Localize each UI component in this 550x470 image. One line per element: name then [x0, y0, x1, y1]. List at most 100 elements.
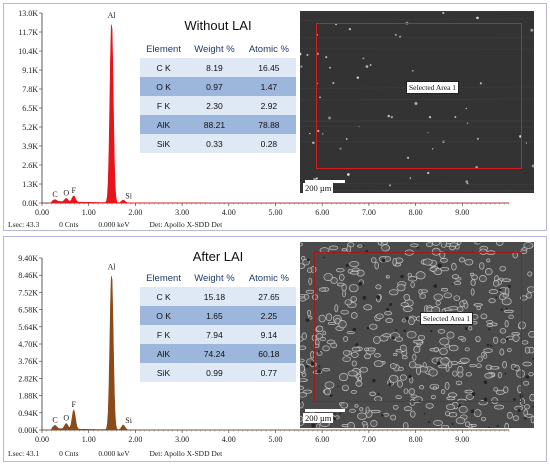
sem-particle — [394, 33, 397, 36]
status-kev: 0.000 keV — [98, 220, 130, 229]
sem-grain — [359, 407, 364, 412]
sem-grain — [453, 281, 462, 286]
sem-texture — [300, 11, 534, 192]
sem-pit — [488, 328, 491, 331]
sem-particle — [345, 138, 348, 140]
table-row: AlK 88.21 78.88 — [140, 115, 296, 134]
sem-grain — [324, 381, 335, 389]
element-cell: O K — [140, 306, 188, 325]
peak-label-f: F — [72, 186, 77, 195]
atomic-cell: 60.18 — [241, 344, 296, 363]
sem-grain — [433, 419, 443, 426]
element-cell: O K — [140, 77, 188, 96]
sem-grain — [504, 320, 509, 328]
sem-pit — [355, 343, 359, 347]
sem-particle — [531, 164, 534, 168]
sem-grain — [300, 345, 307, 350]
x-tick-label: 2.00 — [128, 208, 142, 217]
weight-cell: 7.94 — [187, 325, 242, 344]
sem-particle — [431, 148, 434, 150]
table-row: O K 0.97 1.47 — [140, 77, 296, 96]
sem-pit — [486, 343, 490, 347]
sem-grain — [369, 323, 378, 330]
sem-grain — [523, 242, 534, 250]
sem-grain — [408, 388, 416, 395]
weight-cell: 74.24 — [187, 344, 242, 363]
y-tick-label: 1.3K — [22, 180, 38, 189]
sem-grain — [323, 273, 333, 282]
sem-pit — [483, 380, 488, 384]
sem-grain — [318, 287, 327, 292]
scale-bar — [305, 409, 345, 412]
x-tick-label: 2.00 — [128, 435, 142, 444]
sem-grain — [465, 372, 472, 377]
sem-pit — [366, 326, 370, 330]
sem-grain — [439, 347, 448, 356]
sem-pit — [483, 397, 488, 402]
column-header-atomic: Atomic % — [241, 269, 296, 287]
y-tick-label: 9.1K — [22, 66, 38, 75]
sem-grain — [433, 386, 438, 390]
element-cell: F K — [140, 325, 188, 344]
sem-grain — [342, 349, 351, 357]
y-tick-label: 5.2K — [22, 123, 38, 132]
sem-pit — [300, 400, 302, 403]
y-tick-label: 0.0K — [22, 199, 38, 208]
table-row: AlK 74.24 60.18 — [140, 344, 296, 363]
sem-grain — [385, 317, 394, 323]
sem-grain — [401, 318, 407, 323]
sem-pit — [514, 367, 517, 370]
sem-grain — [521, 340, 529, 345]
sem-grain — [343, 336, 349, 342]
sem-scratch — [300, 126, 534, 128]
sem-grain — [300, 297, 307, 302]
sem-grain — [484, 372, 493, 379]
y-tick-label: 2.6K — [22, 161, 38, 170]
sem-grain — [520, 295, 528, 301]
sem-grain — [322, 345, 330, 352]
sem-grain — [363, 304, 373, 311]
sem-grain — [390, 414, 397, 421]
sem-particle — [316, 82, 319, 85]
status-counts: 0 Cnts — [59, 449, 79, 458]
sem-particle — [390, 115, 394, 119]
sem-pit — [311, 423, 316, 428]
sem-grain — [459, 357, 470, 364]
sem-grain — [500, 338, 507, 344]
status-detector: Det: Apollo X-SDD Det — [149, 220, 223, 229]
composition-table: Element Weight % Atomic % C K 8.19 16.45… — [140, 40, 296, 153]
sem-grain — [369, 391, 377, 397]
sem-grain — [476, 356, 483, 362]
sem-grain — [486, 319, 494, 324]
sem-grain — [409, 410, 416, 418]
panel-title: Without LAI — [184, 18, 252, 33]
sem-grain — [340, 402, 349, 409]
sem-grain — [468, 326, 473, 331]
sem-grain — [499, 348, 505, 356]
sem-grain — [388, 289, 399, 296]
sem-particle — [315, 177, 318, 180]
sem-grain — [330, 342, 338, 349]
element-cell: AlK — [140, 344, 188, 363]
x-tick-label: 5.00 — [269, 435, 283, 444]
x-tick-label: 4.00 — [222, 435, 236, 444]
sem-grain — [457, 242, 462, 245]
scale-bar — [305, 180, 345, 183]
element-cell: F K — [140, 96, 188, 115]
sem-pit — [345, 263, 349, 267]
sem-scratch — [300, 11, 534, 14]
sem-grain — [522, 361, 532, 367]
sem-grain — [410, 243, 419, 248]
sem-grain — [433, 293, 443, 301]
status-bar: Lsec: 43.1 0 Cnts 0.000 keV Det: Apollo … — [8, 449, 240, 458]
sem-grain — [300, 378, 308, 382]
y-tick-label: 11.7K — [19, 28, 39, 37]
sem-grain — [300, 401, 304, 409]
sem-particle — [530, 28, 534, 32]
weight-cell: 2.30 — [187, 96, 242, 115]
sem-grain — [300, 336, 304, 342]
sem-grain — [415, 271, 426, 280]
table-header-row: Element Weight % Atomic % — [140, 40, 296, 58]
sem-grain — [439, 257, 448, 263]
sem-grain — [490, 366, 500, 370]
